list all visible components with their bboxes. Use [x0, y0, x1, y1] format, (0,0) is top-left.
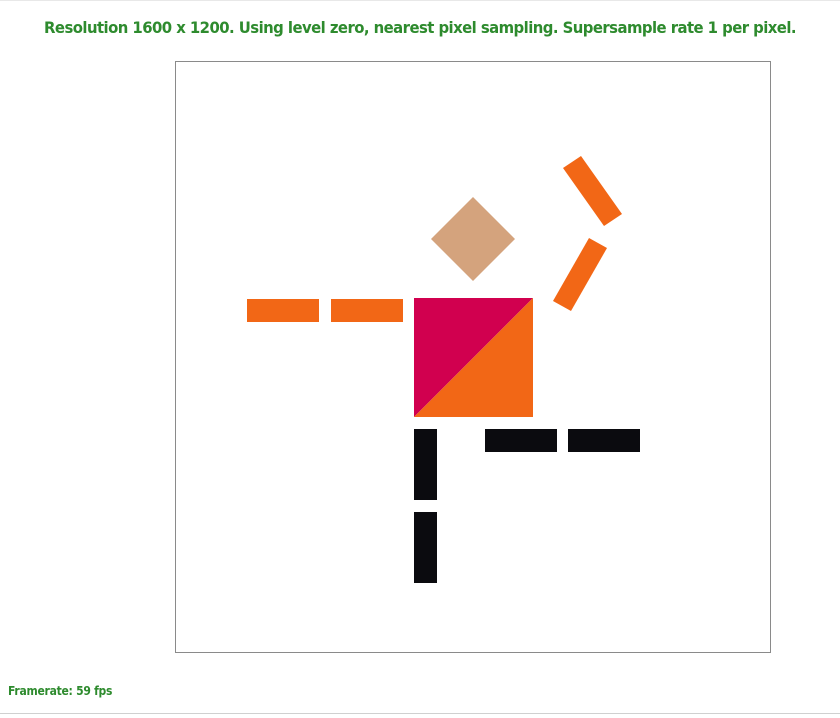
render-canvas[interactable]	[175, 61, 771, 653]
left-arm-inner	[331, 299, 403, 322]
figure-svg	[247, 156, 640, 583]
left-leg-upper	[414, 429, 437, 500]
right-leg-inner	[485, 429, 557, 452]
head-diamond	[431, 197, 515, 281]
right-arm-upper	[563, 156, 622, 226]
left-arm-outer	[247, 299, 319, 322]
right-arm-lower	[553, 238, 607, 311]
framerate-label: Framerate: 59 fps	[8, 684, 113, 698]
left-leg-lower	[414, 512, 437, 583]
right-leg-outer	[568, 429, 640, 452]
torso-lower-triangle	[414, 298, 533, 417]
top-divider	[0, 0, 840, 1]
render-settings-heading: Resolution 1600 x 1200. Using level zero…	[44, 18, 797, 37]
bottom-divider	[0, 713, 840, 714]
